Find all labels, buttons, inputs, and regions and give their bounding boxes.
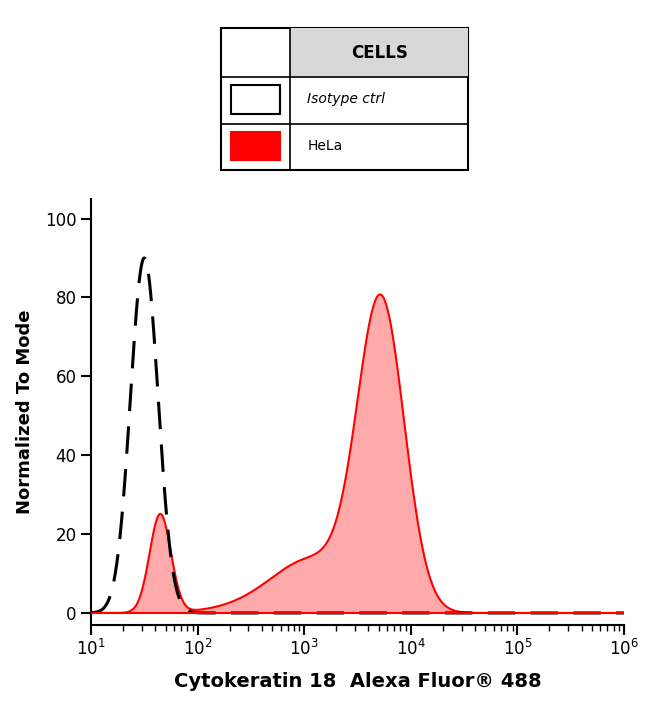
Y-axis label: Normalized To Mode: Normalized To Mode xyxy=(16,310,34,514)
Bar xyxy=(231,85,280,114)
Text: Isotype ctrl: Isotype ctrl xyxy=(307,92,385,106)
Text: Cytokeratin 18  Alexa Fluor® 488: Cytokeratin 18 Alexa Fluor® 488 xyxy=(174,672,541,691)
Bar xyxy=(231,132,280,160)
Text: CELLS: CELLS xyxy=(350,43,408,62)
Text: HeLa: HeLa xyxy=(307,139,343,153)
Bar xyxy=(290,28,468,77)
